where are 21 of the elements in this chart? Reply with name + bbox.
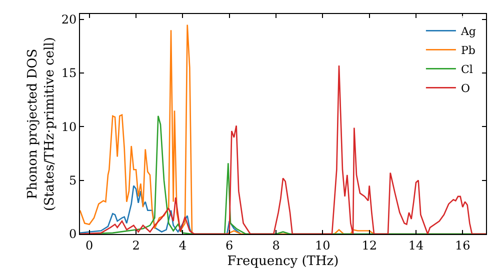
x-tick-label: 4 (178, 238, 187, 252)
x-tick-label: 12 (362, 238, 377, 252)
y-tick-label: 15 (61, 66, 77, 80)
x-tick-label: 0 (86, 238, 94, 252)
x-tick-label: 2 (132, 238, 140, 252)
x-tick-label: 6 (226, 238, 234, 252)
legend-label: Cl (460, 62, 474, 76)
x-tick-label: 10 (315, 238, 330, 252)
y-tick-label: 0 (68, 227, 77, 242)
legend-label: O (460, 82, 470, 95)
y-tick-label: 5 (68, 174, 77, 188)
y-tick-label: 10 (61, 120, 77, 134)
line-series (80, 64, 486, 234)
y-tick-label: 20 (61, 12, 77, 27)
x-axis-title: Frequency (THz) (227, 254, 339, 269)
x-tick-label: 8 (272, 238, 280, 252)
x-tick-label: 16 (455, 238, 470, 252)
x-tick-label: 14 (408, 238, 424, 252)
legend-label: Pb (460, 44, 476, 57)
legend-label: Ag (460, 24, 476, 38)
y-axis-title: Phonon projected DOS (States/THz·primitive cell) (25, 36, 58, 212)
